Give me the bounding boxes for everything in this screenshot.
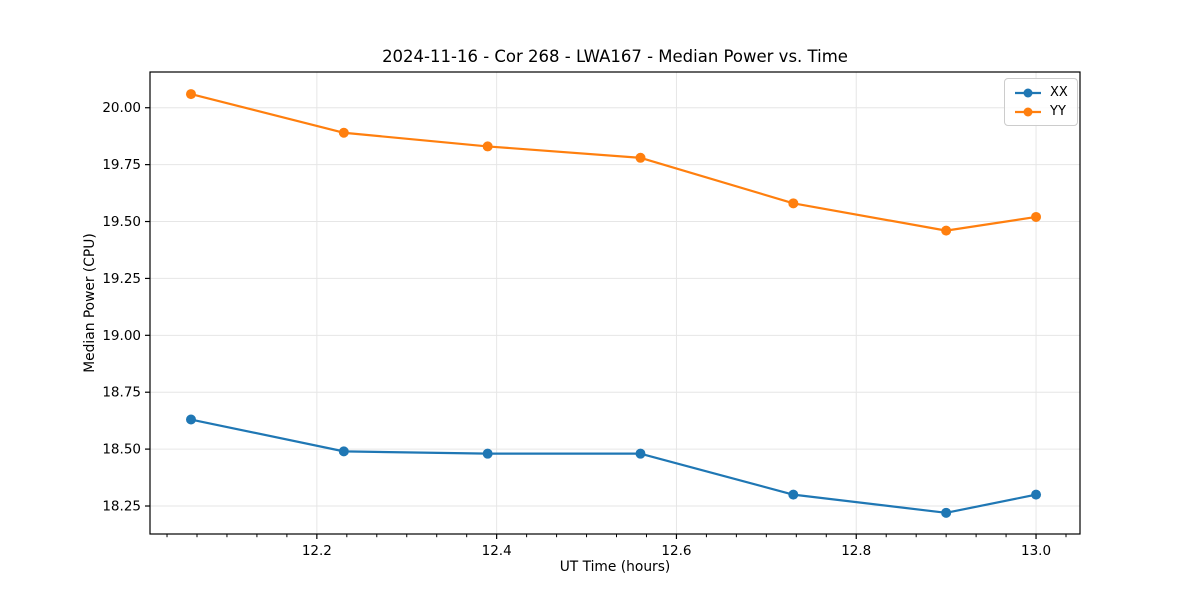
data-point-xx: [185, 414, 196, 425]
y-tick-label: 18.75: [102, 385, 141, 401]
legend-item-xx: XX: [1013, 84, 1068, 101]
plot-border: [149, 71, 1081, 535]
y-tick-label: 18.25: [102, 499, 141, 515]
legend-sample-line-icon: [1015, 88, 1041, 97]
y-tick-label: 19.50: [102, 214, 141, 230]
x-tick-label: 12.2: [302, 543, 332, 559]
data-point-yy: [941, 225, 952, 236]
y-tick-label: 20.00: [102, 100, 141, 116]
x-tick-label: 12.8: [841, 543, 871, 559]
y-tick-label: 19.75: [102, 157, 141, 173]
chart-title: 2024-11-16 - Cor 268 - LWA167 - Median P…: [382, 47, 848, 66]
data-point-yy: [482, 141, 493, 152]
legend-label-xx: XX: [1050, 85, 1068, 100]
y-tick-label: 19.25: [102, 271, 141, 287]
x-tick-label: 12.6: [661, 543, 691, 559]
series-line-yy: [190, 93, 1037, 232]
legend-item-yy: YY: [1013, 103, 1068, 120]
legend-sample-line-icon: [1015, 107, 1041, 116]
data-point-yy: [185, 89, 196, 100]
x-tick-label: 12.4: [482, 543, 512, 559]
data-point-xx: [941, 507, 952, 518]
data-point-yy: [1031, 211, 1042, 222]
y-axis-label: Median Power (CPU): [82, 233, 98, 373]
series-line-xx: [190, 418, 1037, 514]
legend-label-yy: YY: [1050, 104, 1066, 119]
legend: XX YY: [1004, 78, 1078, 126]
data-point-xx: [338, 446, 349, 457]
y-tick-label: 18.50: [102, 442, 141, 458]
data-point-yy: [635, 152, 646, 163]
x-axis-label: UT Time (hours): [559, 559, 671, 575]
data-point-yy: [338, 127, 349, 138]
y-tick-label: 19.00: [102, 328, 141, 344]
data-point-xx: [482, 448, 493, 459]
x-tick-label: 13.0: [1021, 543, 1051, 559]
data-point-yy: [788, 198, 799, 209]
data-point-xx: [788, 489, 799, 500]
data-point-xx: [1031, 489, 1042, 500]
data-point-xx: [635, 448, 646, 459]
